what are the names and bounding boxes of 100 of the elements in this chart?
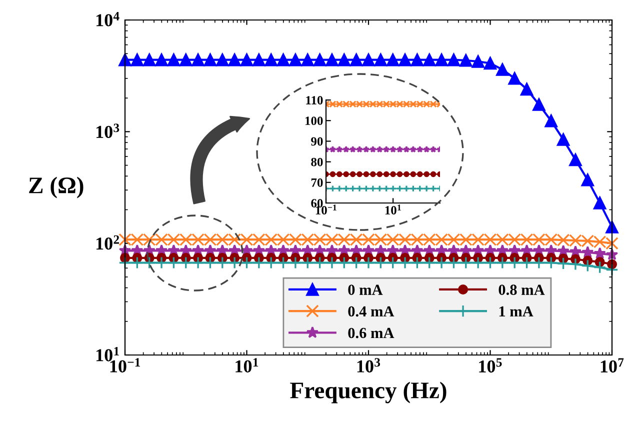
point: [342, 146, 350, 153]
point: [532, 98, 546, 111]
point: [386, 256, 400, 270]
point: [179, 256, 192, 270]
point: [430, 171, 436, 178]
point: [356, 184, 364, 192]
point: [362, 53, 375, 66]
x-axis-title: Frequency (Hz): [290, 382, 446, 404]
point: [252, 53, 266, 66]
point: [130, 53, 144, 66]
point: [289, 256, 302, 270]
point: [155, 53, 168, 66]
point: [382, 184, 390, 192]
point: [350, 256, 363, 270]
point: [520, 256, 534, 270]
point: [204, 53, 217, 66]
point: [336, 184, 344, 192]
point: [593, 196, 606, 210]
point: [329, 184, 336, 192]
point: [402, 146, 410, 153]
point: [376, 184, 384, 192]
point: [142, 256, 156, 270]
y-tick-label: 10$^{2}$: [96, 235, 120, 250]
point: [228, 256, 241, 270]
y-tick-label: 60: [311, 199, 323, 208]
y-tick-label: 110: [306, 96, 323, 104]
point: [606, 248, 618, 260]
point: [581, 259, 594, 272]
point: [410, 256, 424, 270]
point: [336, 171, 342, 178]
point: [350, 171, 356, 178]
point: [240, 256, 254, 270]
point: [390, 171, 396, 178]
point: [410, 184, 417, 192]
point: [167, 53, 180, 66]
point: [430, 184, 437, 192]
point: [374, 53, 388, 66]
point: [532, 256, 546, 270]
legend-label: 1 mA: [499, 306, 534, 316]
legend-label: 0.4 mA: [348, 306, 394, 317]
x-tick-label: 10$^{3}$: [357, 358, 380, 372]
point: [338, 53, 351, 66]
point: [374, 256, 388, 270]
point: [484, 56, 497, 70]
y-tick-label: 10$^{4}$: [96, 12, 120, 26]
point: [356, 146, 364, 153]
point: [301, 256, 314, 270]
point: [404, 171, 410, 178]
point: [376, 171, 383, 178]
point: [240, 53, 254, 66]
point: [362, 256, 375, 270]
point: [349, 146, 356, 153]
point: [301, 53, 314, 66]
point: [336, 146, 343, 153]
point: [508, 256, 521, 270]
x-tick-label: 10$^{7}$: [600, 358, 624, 373]
point: [544, 114, 558, 128]
point: [326, 256, 338, 270]
point: [289, 53, 302, 66]
y-tick-label: 10$^{3}$: [96, 124, 120, 138]
point: [118, 256, 132, 270]
point: [410, 146, 417, 153]
point: [130, 256, 144, 270]
y-tick-label: 90: [311, 137, 323, 146]
point: [496, 63, 509, 76]
point: [422, 184, 430, 192]
point: [416, 171, 423, 178]
point: [362, 146, 370, 153]
point: [396, 171, 403, 178]
point: [460, 256, 472, 270]
point: [228, 53, 241, 66]
point: [398, 256, 412, 270]
point: [398, 53, 412, 66]
point: [369, 146, 376, 153]
point: [155, 256, 168, 270]
point: [556, 257, 570, 270]
point: [264, 53, 278, 66]
point: [424, 171, 430, 178]
point: [343, 171, 350, 178]
point: [594, 247, 606, 259]
point: [544, 256, 558, 270]
point: [569, 258, 582, 271]
point: [556, 133, 570, 146]
point: [396, 184, 404, 192]
point: [396, 146, 404, 153]
point: [422, 256, 436, 270]
point: [569, 153, 582, 166]
x-tick-label: 10$^{5}$: [479, 358, 502, 373]
point: [204, 256, 217, 270]
point: [216, 256, 229, 270]
point: [496, 256, 509, 270]
point: [582, 246, 594, 258]
point: [179, 53, 192, 66]
legend-label: 0 mA: [348, 284, 383, 295]
point: [216, 53, 229, 66]
point: [350, 53, 363, 66]
point: [435, 53, 448, 66]
point: [338, 256, 351, 270]
point: [276, 53, 290, 66]
point: [313, 53, 326, 66]
